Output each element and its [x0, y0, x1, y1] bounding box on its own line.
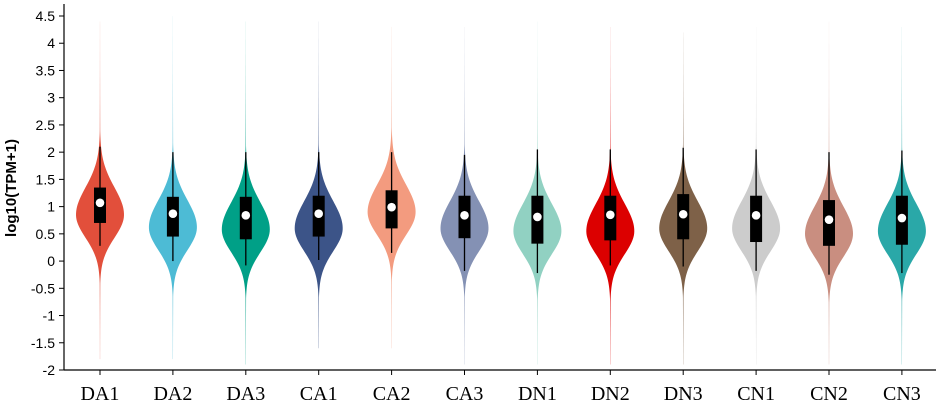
x-tick-label: DA1 [81, 383, 120, 405]
boxes-layer [94, 146, 908, 275]
y-tick-label: 3.5 [36, 62, 56, 78]
y-tick-label: -1 [43, 308, 56, 324]
y-tick-label: 1.5 [36, 171, 56, 187]
x-tick-label: CN3 [883, 383, 921, 405]
y-axis: -2 -1.5 -1 -0.5 0 0.5 1 1.5 2 2.5 3 3.5 4 4.5 [31, 4, 65, 378]
y-tick-label: -2 [43, 362, 56, 378]
median-DA1 [95, 198, 105, 208]
x-tick-label: DN2 [591, 383, 630, 405]
y-tick-label: -1.5 [31, 335, 55, 351]
median-DN1 [533, 212, 542, 222]
median-DA3 [241, 211, 251, 220]
x-tick-label: DN3 [664, 383, 703, 405]
x-tick-label: DN1 [518, 383, 557, 405]
y-tick-label: 4.5 [36, 8, 56, 24]
violins-layer [76, 16, 926, 365]
x-tick-label: DA3 [226, 383, 265, 405]
median-DN2 [606, 210, 615, 220]
y-tick-label: -0.5 [31, 280, 55, 296]
median-CA1 [314, 209, 324, 218]
median-DN3 [678, 209, 688, 219]
x-tick-label: CA3 [446, 383, 484, 405]
y-tick-label: 0 [47, 253, 55, 269]
median-CA2 [387, 202, 396, 212]
x-tick-label: CA2 [373, 383, 411, 405]
median-CN1 [751, 211, 761, 220]
y-tick-label: 0.5 [36, 226, 56, 242]
y-tick-label: 2.5 [36, 117, 56, 133]
x-tick-label: DA2 [153, 383, 192, 405]
y-axis-title: log10(TPM+1) [3, 139, 20, 237]
y-tick-label: 1 [47, 199, 55, 215]
x-tick-label: CA1 [300, 383, 338, 405]
x-tick-label: CN2 [810, 383, 848, 405]
y-tick-label: 2 [47, 144, 55, 160]
median-CN3 [897, 213, 907, 223]
y-tick-label: 3 [47, 90, 55, 106]
x-axis: DA1 DA2 DA3 CA1 CA2 CA3 DN1 DN2 DN3 CN1 CN2 CN3 [64, 369, 936, 405]
x-tick-label: CN1 [737, 383, 775, 405]
y-tick-label: 4 [47, 35, 55, 51]
median-DA2 [168, 209, 178, 218]
median-CN2 [824, 215, 834, 224]
median-CA3 [460, 211, 469, 220]
